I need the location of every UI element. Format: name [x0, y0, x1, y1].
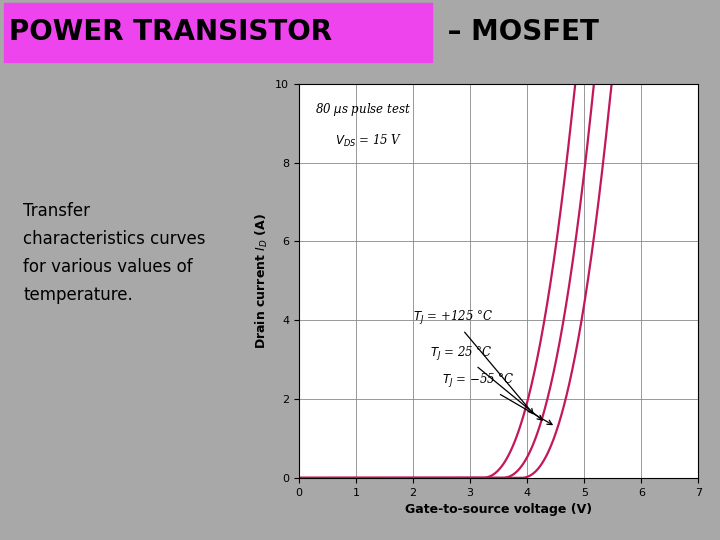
Text: – MOSFET: – MOSFET: [438, 18, 598, 46]
Text: 80 $\mu$s pulse test: 80 $\mu$s pulse test: [315, 102, 410, 118]
Text: $T_J$ = 25 °C: $T_J$ = 25 °C: [430, 345, 542, 420]
FancyBboxPatch shape: [4, 3, 432, 62]
Text: $V_{DS}$ = 15 V: $V_{DS}$ = 15 V: [335, 133, 402, 149]
Text: $T_J$ = +125 °C: $T_J$ = +125 °C: [413, 309, 533, 414]
Text: POWER TRANSISTOR: POWER TRANSISTOR: [9, 18, 332, 46]
Y-axis label: Drain current $I_D$ (A): Drain current $I_D$ (A): [253, 213, 269, 349]
X-axis label: Gate-to-source voltage (V): Gate-to-source voltage (V): [405, 503, 592, 516]
Text: Transfer
characteristics curves
for various values of
temperature.: Transfer characteristics curves for vari…: [23, 202, 205, 303]
Text: $T_J$ = $-$55 °C: $T_J$ = $-$55 °C: [441, 372, 552, 424]
